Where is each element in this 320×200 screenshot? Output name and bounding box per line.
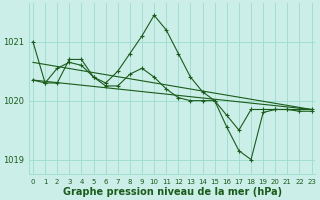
X-axis label: Graphe pression niveau de la mer (hPa): Graphe pression niveau de la mer (hPa) <box>63 187 282 197</box>
